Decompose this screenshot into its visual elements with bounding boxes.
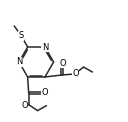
Text: N: N (42, 42, 48, 51)
Text: N: N (16, 57, 22, 66)
Text: O: O (59, 59, 66, 68)
Text: S: S (19, 31, 24, 40)
Text: O: O (41, 88, 48, 97)
Text: O: O (72, 69, 79, 77)
Text: O: O (21, 101, 28, 110)
